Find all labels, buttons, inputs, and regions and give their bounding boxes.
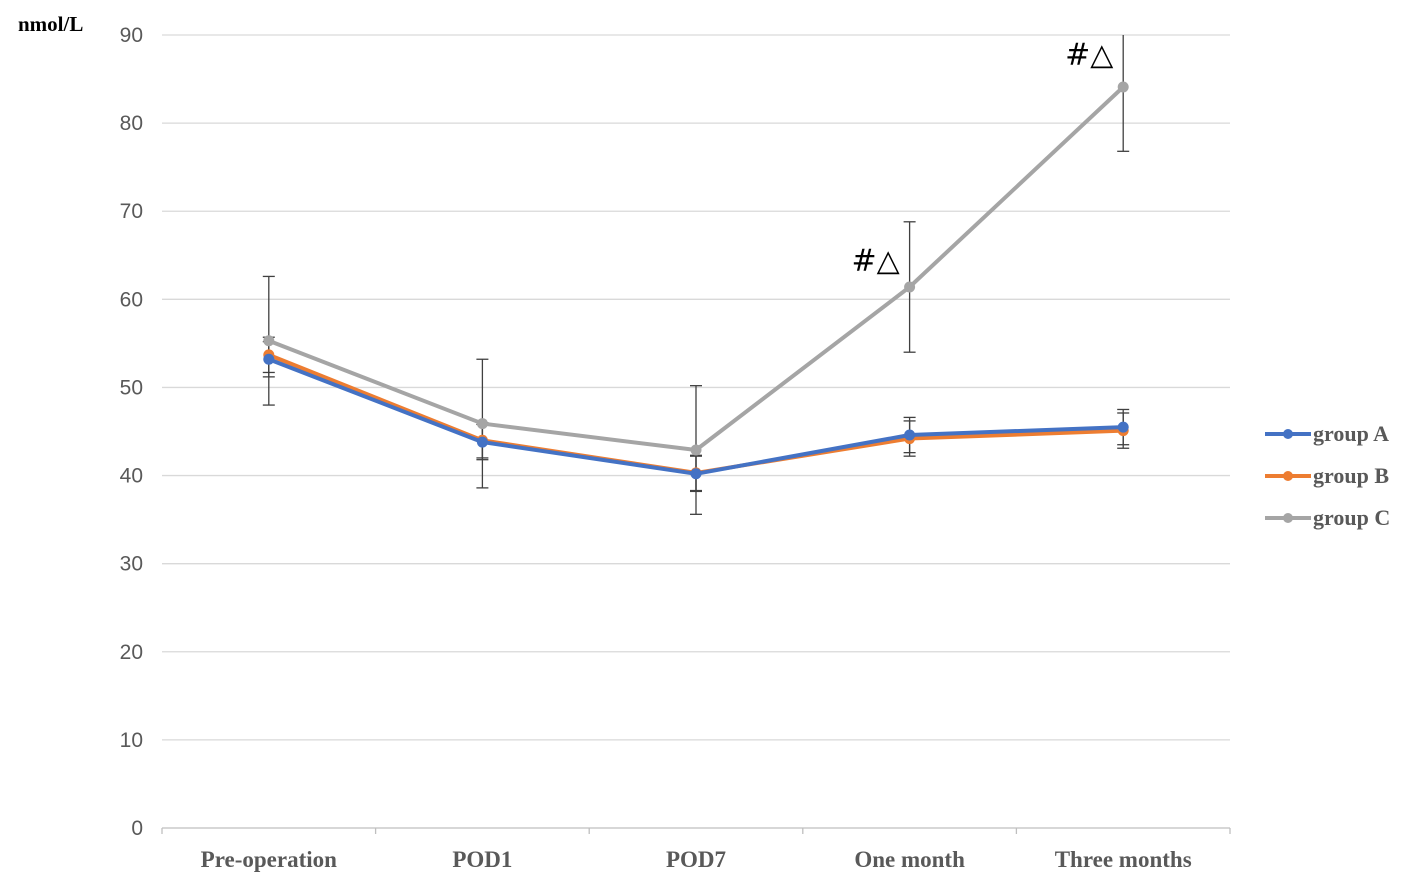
legend-swatch-marker (1283, 429, 1293, 439)
legend-entry: group A (1265, 421, 1389, 446)
y-tick-label: 50 (120, 376, 143, 399)
legend-label: group B (1313, 463, 1389, 488)
y-tick-label: 20 (120, 641, 143, 664)
data-point (476, 436, 488, 448)
y-tick-label: 90 (120, 24, 143, 47)
data-point (904, 429, 916, 441)
data-point (690, 444, 702, 456)
legend-label: group C (1313, 505, 1390, 530)
data-point (476, 418, 488, 430)
error-bar (1117, 35, 1130, 152)
significance-marker: #△ (851, 244, 899, 279)
x-tick-label: POD7 (666, 847, 726, 872)
y-tick-label: 80 (120, 112, 143, 135)
data-point (263, 335, 275, 347)
data-point (904, 281, 916, 293)
y-tick-label: 40 (120, 465, 143, 488)
legend-swatch-marker (1283, 471, 1293, 481)
significance-annotations: #△ #△ (851, 38, 1113, 279)
data-point (1117, 81, 1129, 93)
y-tick-label: 70 (120, 200, 143, 223)
legend-swatch-marker (1283, 513, 1293, 523)
y-tick-label: 30 (120, 553, 143, 576)
y-tick-label: 60 (120, 288, 143, 311)
legend-entry: group C (1265, 505, 1390, 530)
significance-marker: #△ (1065, 38, 1113, 73)
y-tick-label: 0 (131, 817, 143, 840)
x-tick-label: Pre-operation (201, 847, 337, 872)
y-axis-unit-label: nmol/L (18, 12, 83, 36)
x-axis-ticks: Pre-operation POD1 POD7 One month Three mont… (201, 847, 1192, 872)
x-tick-label: POD1 (452, 847, 512, 872)
y-tick-label: 10 (120, 729, 143, 752)
data-point (690, 468, 702, 480)
y-axis-ticks: 0 10 20 30 40 50 60 70 80 90 (120, 24, 143, 840)
data-point (263, 353, 275, 365)
legend: group A group B group C (1265, 421, 1390, 530)
legend-label: group A (1313, 421, 1389, 446)
x-tick-label: One month (854, 847, 965, 872)
data-point (1117, 421, 1129, 433)
legend-entry: group B (1265, 463, 1389, 488)
x-axis (161, 827, 1231, 834)
error-bars (262, 35, 1130, 515)
x-tick-label: Three months (1055, 847, 1192, 872)
series-lines (263, 81, 1129, 480)
